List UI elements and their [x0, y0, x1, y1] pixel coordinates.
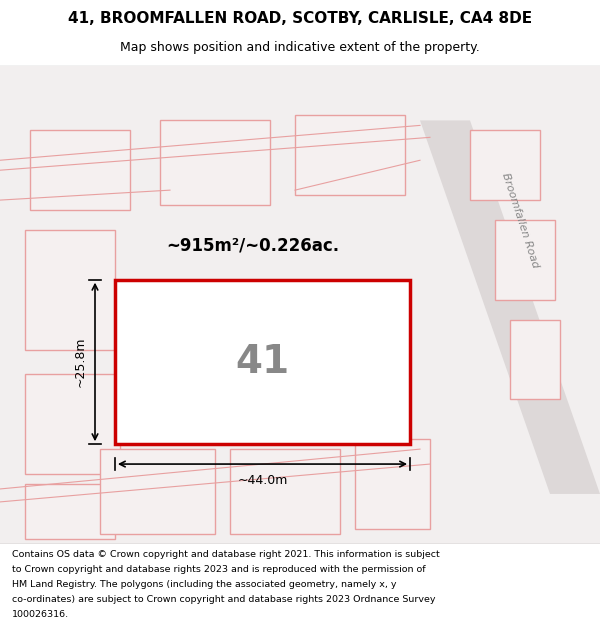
Text: ~915m²/~0.226ac.: ~915m²/~0.226ac. — [166, 237, 339, 255]
Bar — [30, 131, 130, 210]
Text: 100026316.: 100026316. — [12, 611, 69, 619]
Polygon shape — [420, 121, 600, 494]
Text: Broomfallen Road: Broomfallen Road — [500, 171, 540, 269]
Text: Map shows position and indicative extent of the property.: Map shows position and indicative extent… — [120, 41, 480, 54]
Bar — [25, 374, 120, 474]
Text: ~25.8m: ~25.8m — [74, 337, 87, 388]
Bar — [495, 220, 555, 300]
Bar — [25, 230, 115, 349]
Text: co-ordinates) are subject to Crown copyright and database rights 2023 Ordnance S: co-ordinates) are subject to Crown copyr… — [12, 596, 436, 604]
Text: ~44.0m: ~44.0m — [238, 474, 287, 487]
Bar — [355, 439, 430, 529]
Text: HM Land Registry. The polygons (including the associated geometry, namely x, y: HM Land Registry. The polygons (includin… — [12, 580, 397, 589]
Bar — [510, 319, 560, 399]
Bar — [160, 121, 270, 205]
Bar — [230, 449, 340, 534]
Bar — [295, 116, 405, 195]
Bar — [100, 449, 215, 534]
Text: 41, BROOMFALLEN ROAD, SCOTBY, CARLISLE, CA4 8DE: 41, BROOMFALLEN ROAD, SCOTBY, CARLISLE, … — [68, 11, 532, 26]
Bar — [25, 484, 115, 539]
Text: to Crown copyright and database rights 2023 and is reproduced with the permissio: to Crown copyright and database rights 2… — [12, 565, 425, 574]
Text: 41: 41 — [235, 343, 290, 381]
Text: Contains OS data © Crown copyright and database right 2021. This information is : Contains OS data © Crown copyright and d… — [12, 550, 440, 559]
Bar — [115, 280, 410, 444]
Bar — [470, 131, 540, 200]
